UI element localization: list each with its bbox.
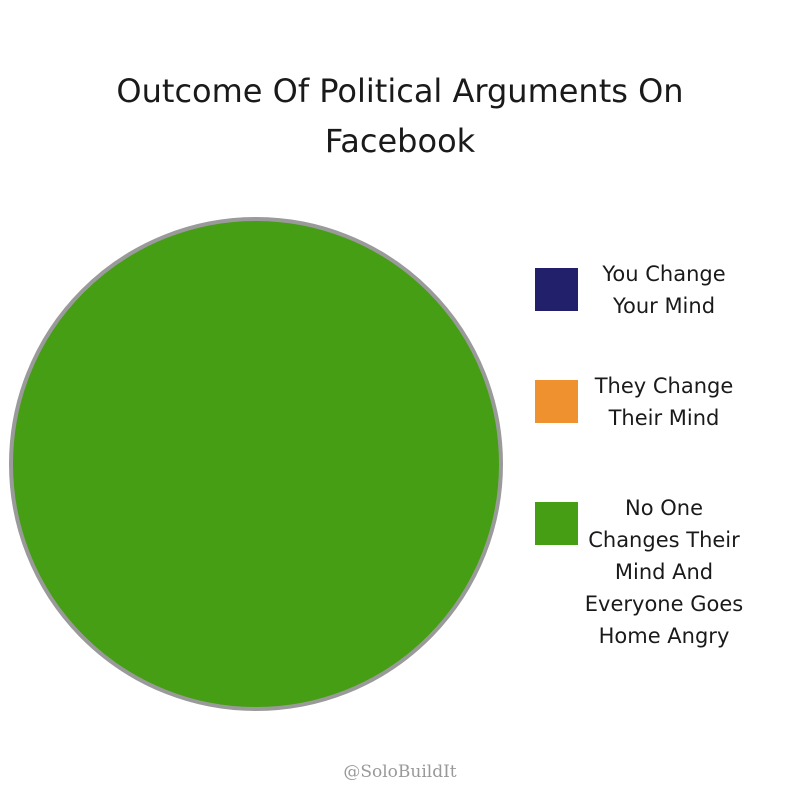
- legend-swatch: [535, 380, 578, 423]
- legend-swatch: [535, 502, 578, 545]
- pie-outline: [9, 217, 503, 711]
- pie-slice: [11, 219, 501, 709]
- legend-label: No One Changes Their Mind And Everyone G…: [584, 496, 744, 648]
- legend-swatch: [535, 268, 578, 311]
- legend-label: They Change Their Mind: [594, 374, 734, 430]
- chart-title: Outcome Of Political Arguments On Facebo…: [116, 72, 684, 160]
- source-credit: @SoloBuildIt: [343, 762, 457, 782]
- legend-label: You Change Your Mind: [602, 262, 726, 318]
